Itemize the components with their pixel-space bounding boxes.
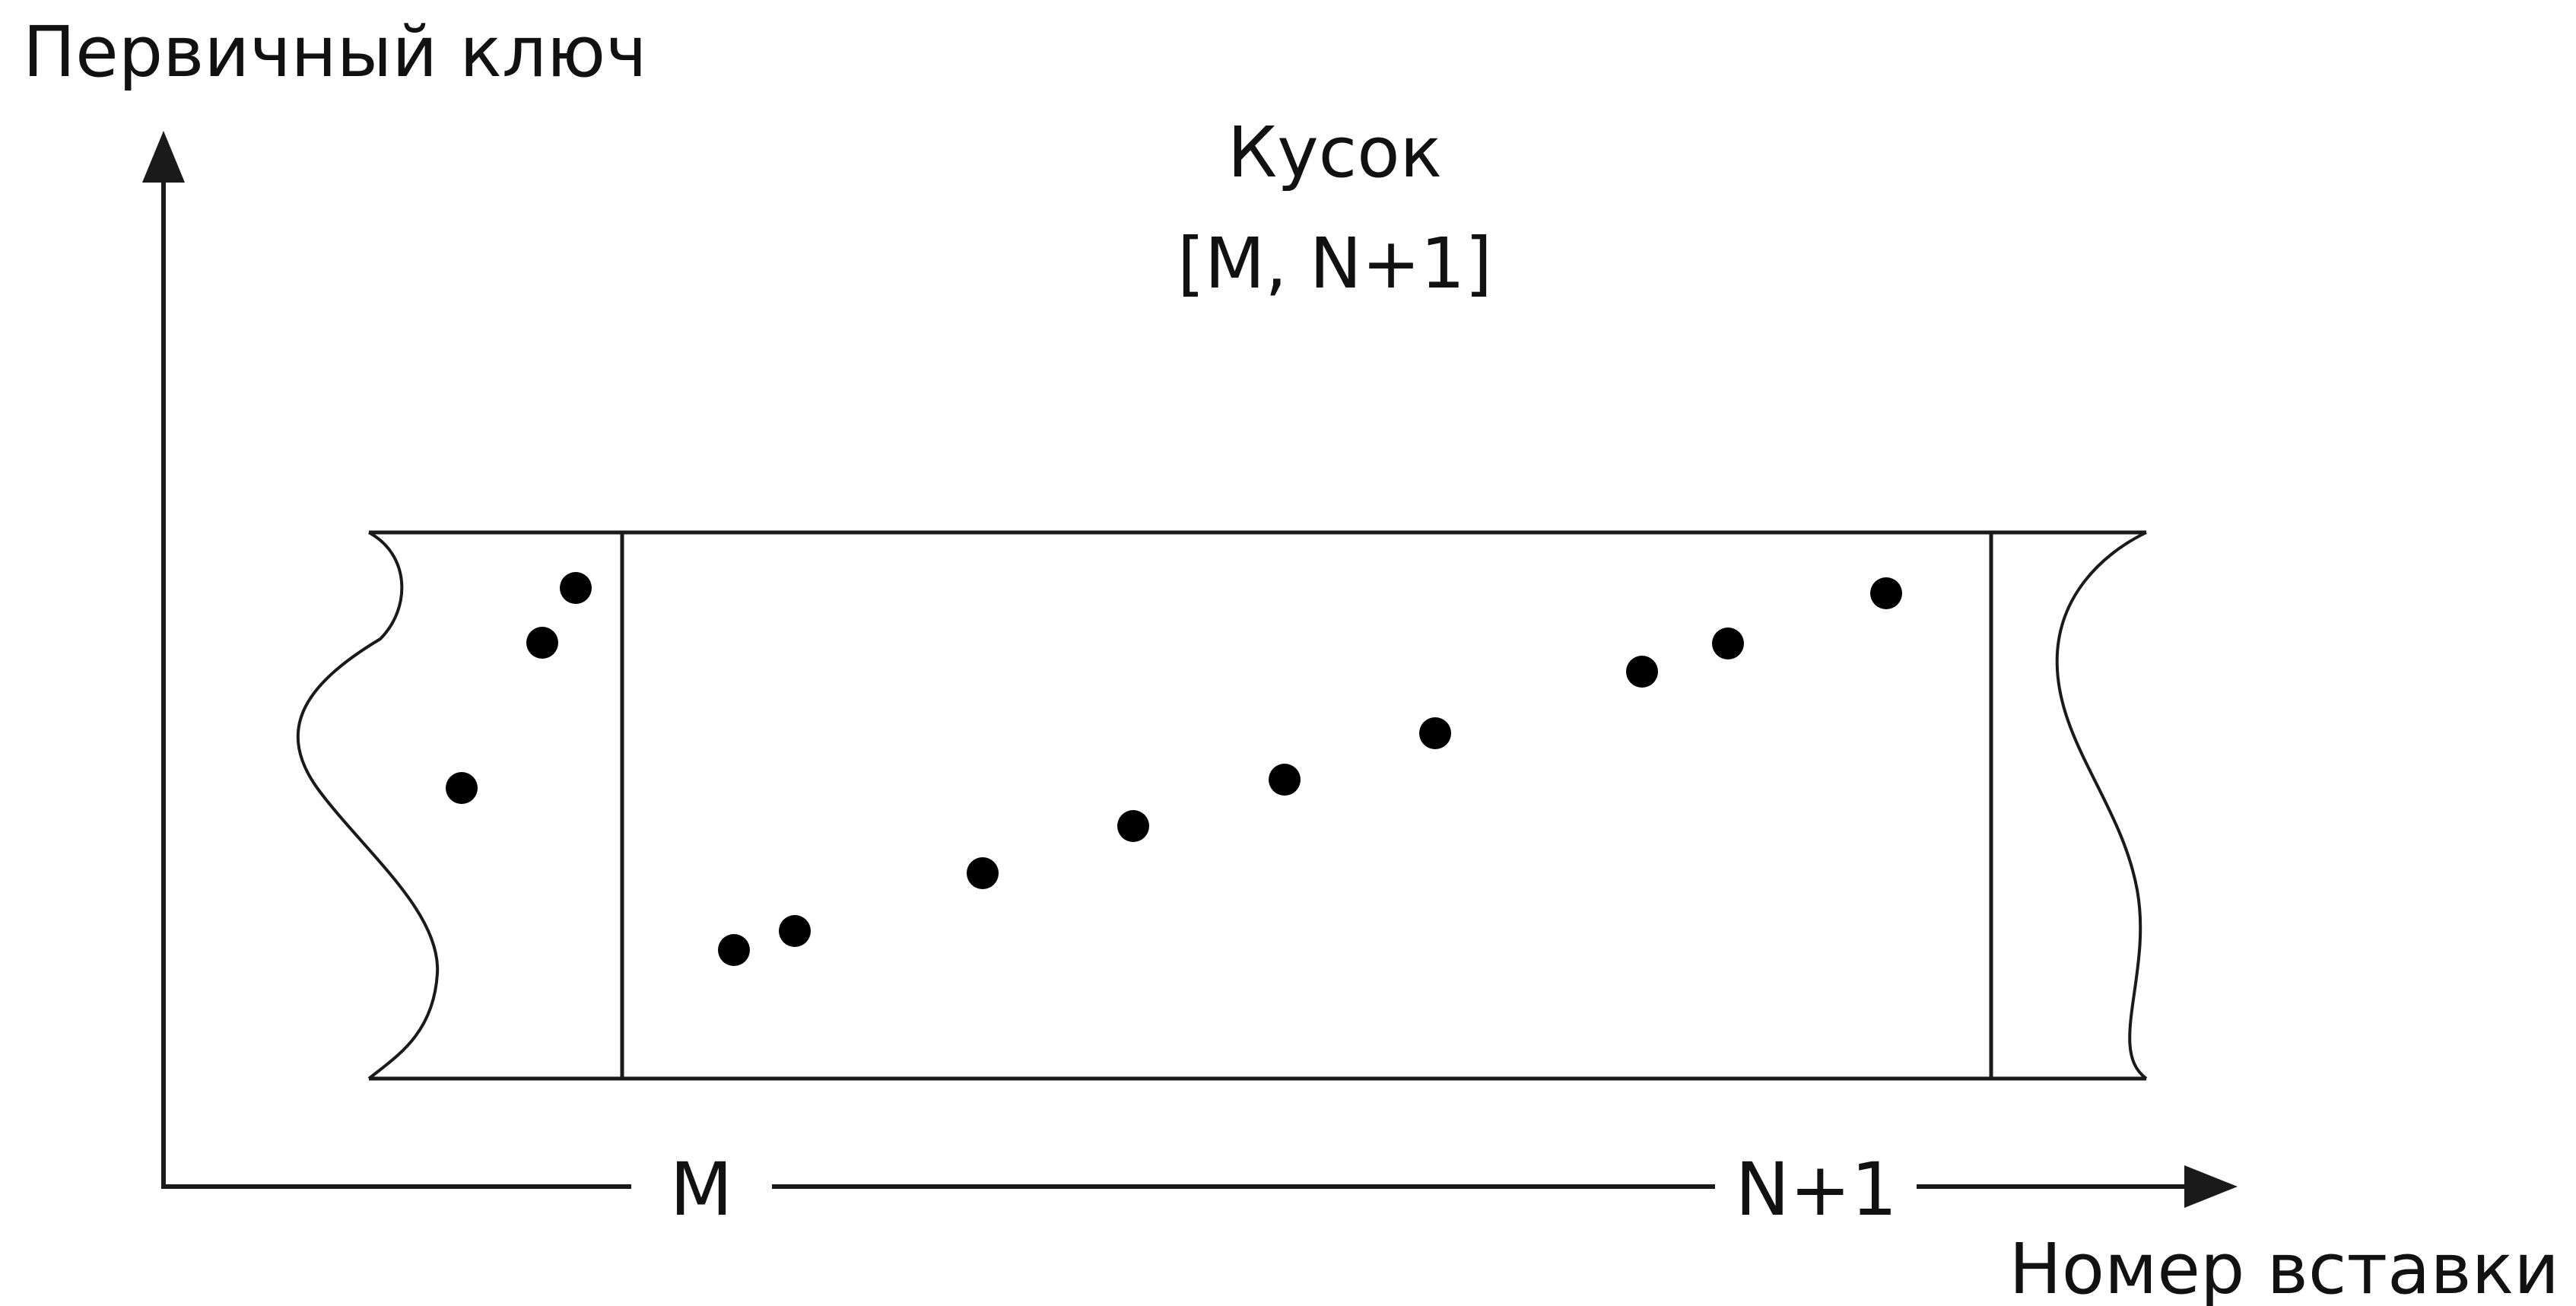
points-inside-chunk [718,577,1902,966]
point [1117,810,1149,842]
y-axis-arrowhead [142,131,185,183]
point [779,915,811,947]
point [526,627,558,659]
right-wavy-edge [2055,531,2148,1080]
points-before-chunk [446,572,592,804]
point [718,934,750,966]
point [560,572,592,604]
point [1712,628,1744,659]
point [1626,656,1658,688]
point [1419,717,1451,749]
y-axis-label: Первичный ключ [23,11,647,93]
x-marker-start: M [670,1147,733,1232]
chunk-title-line2: [M, N+1] [1177,223,1492,304]
x-axis-arrowhead [2184,1165,2238,1208]
x-axis-label: Номер вставки [2009,1228,2559,1306]
point [1269,764,1301,796]
left-wavy-edge [296,531,440,1080]
point [1870,577,1902,609]
point [446,772,478,804]
point [967,857,999,889]
x-marker-end: N+1 [1735,1147,1897,1232]
chunk-title-line1: Кусок [1228,112,1442,193]
